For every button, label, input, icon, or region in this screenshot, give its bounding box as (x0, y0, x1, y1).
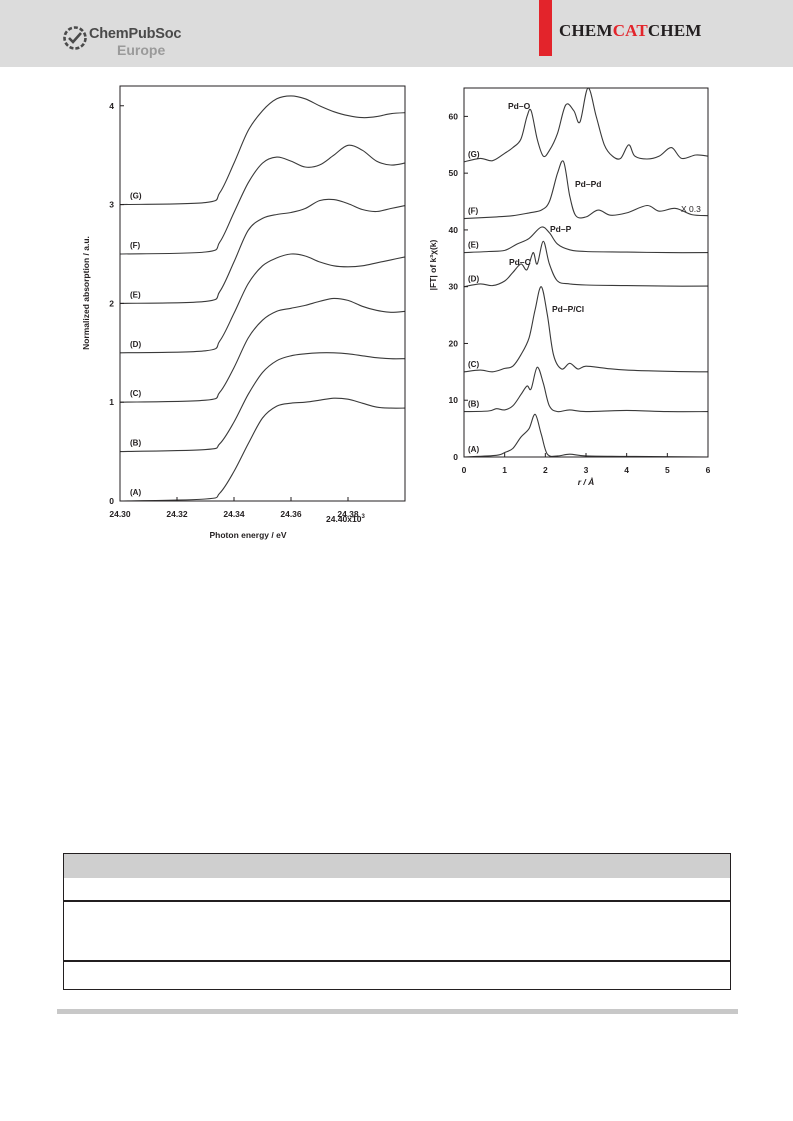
xanes-series-labels: (A) (B) (C) (D) (E) (F) (G) (130, 192, 142, 497)
exafs-x-tick-label: 5 (665, 465, 670, 475)
xanes-series-label: (G) (130, 192, 142, 201)
xanes-series-line-2 (119, 297, 406, 403)
exafs-x-tick-label: 3 (584, 465, 589, 475)
exafs-series-label: (D) (468, 275, 479, 284)
xanes-x-tick-label: 24.30 (109, 509, 131, 519)
exafs-series-label: (G) (468, 150, 480, 159)
exafs-x-tick-label: 0 (462, 465, 467, 475)
page-header: ChemPubSoc Europe CHEMCATCHEM (0, 0, 793, 67)
xanes-plot-frame (119, 85, 406, 502)
exafs-series-line-5 (463, 160, 709, 220)
exafs-series-label: (E) (468, 241, 479, 250)
xanes-series-line-3 (119, 253, 406, 354)
annotation-pd-c: Pd–C (509, 257, 531, 267)
table-rule (64, 900, 730, 902)
xanes-x-last-label: 24.40x103 (326, 514, 365, 524)
annotation-pd-p-cl: Pd–P/Cl (552, 304, 584, 314)
exafs-y-tick-label: 0 (453, 452, 458, 462)
annotation-pd-p: Pd–P (550, 224, 572, 234)
footer-rule (57, 1009, 738, 1014)
exafs-x-tick-label: 1 (502, 465, 507, 475)
exafs-plot-frame (463, 87, 709, 458)
publisher-region: Europe (117, 42, 166, 58)
xanes-series-line-6 (119, 95, 406, 206)
xanes-y-tick-label: 3 (109, 200, 114, 210)
exafs-series-line-3 (463, 240, 709, 288)
xanes-x-tick-label: 24.34 (223, 509, 245, 519)
xanes-series-line-0 (119, 397, 406, 502)
exafs-series-label: (B) (468, 400, 479, 409)
exafs-y-axis-label: |FT| of k³χ(k) (428, 239, 438, 290)
xanes-series-line-4 (119, 198, 406, 304)
exafs-y-tick-label: 40 (449, 225, 459, 235)
exafs-y-ticks: 0 10 20 30 40 50 60 (449, 111, 468, 462)
xanes-y-axis-label: Normalized absorption / a.u. (81, 236, 91, 350)
xanes-series-label: (D) (130, 340, 141, 349)
xanes-x-axis-label: Photon energy / eV (210, 530, 287, 540)
exafs-x-tick-label: 2 (543, 465, 548, 475)
xanes-series-line-5 (119, 144, 406, 255)
data-table (63, 853, 731, 990)
exafs-series-label: (F) (468, 207, 479, 216)
exafs-series-label: (A) (468, 445, 479, 454)
xanes-series-label: (E) (130, 290, 141, 299)
exafs-series-line-2 (463, 286, 709, 373)
exafs-x-axis-label: r / Å (578, 477, 595, 487)
journal-title-part2: CAT (612, 21, 648, 40)
exafs-y-tick-label: 30 (449, 282, 459, 292)
xanes-y-tick-label: 4 (109, 101, 114, 111)
xanes-y-tick-label: 0 (109, 496, 114, 506)
exafs-y-tick-label: 10 (449, 395, 459, 405)
xanes-y-tick-label: 2 (109, 298, 114, 308)
exafs-series-line-4 (463, 226, 709, 254)
xanes-x-ticks: 24.30 24.32 24.34 24.36 24.38 (109, 497, 406, 519)
exafs-series-line-1 (463, 366, 709, 413)
xanes-series-label: (F) (130, 241, 141, 250)
table-header-row (64, 854, 730, 878)
xanes-chart: 0 1 2 3 4 24.30 24.32 24.34 24.36 24.38 (A) (B) (C… (81, 85, 406, 540)
xanes-y-tick-label: 1 (109, 397, 114, 407)
exafs-y-tick-label: 60 (449, 111, 459, 121)
xanes-x-tick-label: 24.36 (280, 509, 302, 519)
xanes-x-tick-label: 24.32 (166, 509, 188, 519)
journal-accent-bar (539, 0, 552, 56)
exafs-x-tick-label: 6 (706, 465, 711, 475)
xanes-series-label: (A) (130, 488, 141, 497)
publisher-name: ChemPubSoc (89, 26, 182, 42)
chempubsoc-logo-icon (63, 26, 87, 50)
exafs-series-label: (C) (468, 360, 479, 369)
xanes-series-line-1 (119, 352, 406, 453)
xanes-series-group (119, 95, 406, 502)
exafs-series-labels: (A) (B) (C) (D) (E) (F) (G) (468, 150, 480, 454)
exafs-y-tick-label: 20 (449, 338, 459, 348)
exafs-y-tick-label: 50 (449, 168, 459, 178)
journal-title: CHEMCATCHEM (559, 21, 702, 41)
exafs-series-group (463, 87, 709, 458)
annotation-scale-factor: X 0.3 (681, 204, 701, 214)
xanes-series-label: (C) (130, 389, 141, 398)
annotation-pd-pd: Pd–Pd (575, 179, 601, 189)
exafs-series-line-0 (463, 413, 709, 458)
table-rule (64, 960, 730, 962)
journal-title-part3: CHEM (647, 21, 702, 40)
xanes-y-ticks: 0 1 2 3 4 (109, 101, 124, 506)
journal-title-part1: CHEM (559, 21, 613, 40)
annotation-pd-o: Pd–O (508, 101, 531, 111)
exafs-series-line-6 (463, 87, 709, 163)
xanes-series-label: (B) (130, 439, 141, 448)
exafs-ft-chart: 0 10 20 30 40 50 60 0 1 2 3 4 5 6 (A) (B) (C) (D) (E) (F)… (428, 87, 711, 487)
exafs-x-ticks: 0 1 2 3 4 5 6 (462, 453, 711, 475)
xanes-x-tick-label: 24.38 (337, 509, 359, 519)
exafs-x-tick-label: 4 (624, 465, 629, 475)
publisher-logo: ChemPubSoc Europe (62, 22, 202, 58)
